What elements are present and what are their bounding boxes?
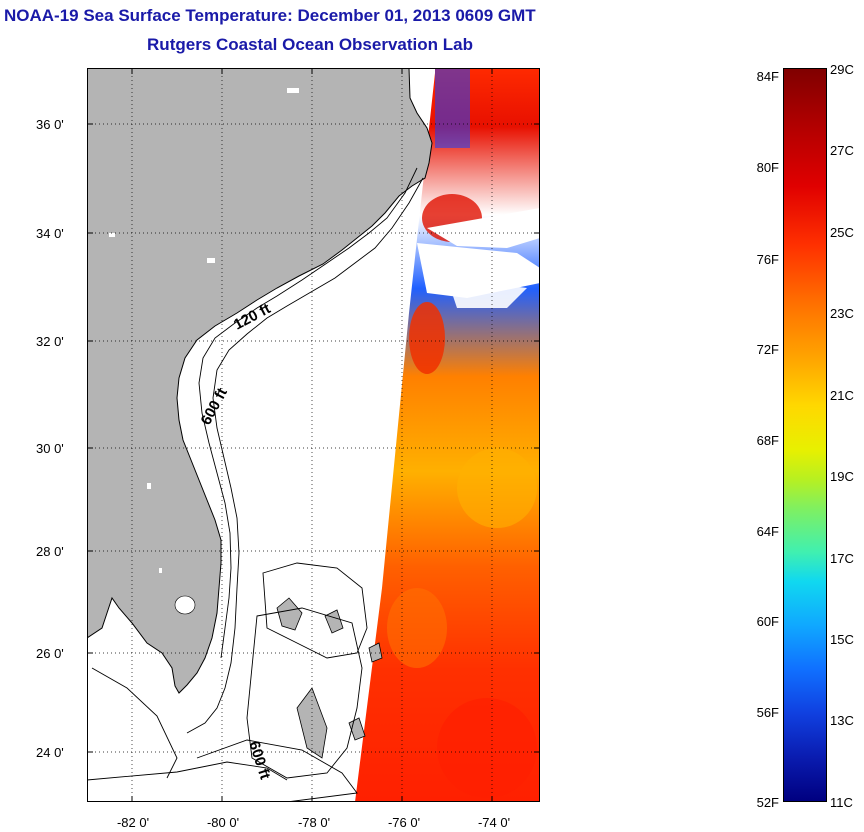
colorbar-c-label-29: 29C [830,62,854,77]
colorbar-c-label-11: 11C [830,795,853,810]
lon-label-74: -74 0' [477,815,511,830]
colorbar-c-label-19: 19C [830,469,854,484]
inland-lakes [109,88,299,573]
temperature-colorbar [783,68,827,802]
map-subtitle: Rutgers Coastal Ocean Observation Lab [147,35,473,54]
lon-label-82: -82 0' [116,815,150,830]
colorbar-c-label-17: 17C [830,551,854,566]
colorbar-f-label-52: 52F [756,795,779,810]
lon-label-80: -80 0' [206,815,240,830]
colorbar-f-label-64: 64F [756,524,779,539]
lat-label-30: 30 0' [36,441,64,456]
lon-label-76: -76 0' [387,815,421,830]
lat-label-32: 32 0' [36,334,64,349]
bahamas-islands [276,597,383,759]
sst-map: 120 ft 600 ft 600 ft [87,68,540,802]
map-title: NOAA-19 Sea Surface Temperature: Decembe… [4,6,536,25]
map-frame [87,68,540,802]
lat-label-34: 34 0' [36,226,64,241]
colorbar-c-label-23: 23C [830,306,854,321]
bathymetry-contours [87,167,424,802]
colorbar-f-label-80: 80F [756,160,779,175]
colorbar-f-label-68: 68F [756,433,779,448]
colorbar-f-label-60: 60F [756,614,779,629]
colorbar-c-label-21: 21C [830,388,854,403]
colorbar-c-label-25: 25C [830,225,854,240]
lat-label-26: 26 0' [36,646,64,661]
us-landmass [87,68,433,694]
lat-label-24: 24 0' [36,745,64,760]
colorbar-f-label-76: 76F [756,252,779,267]
colorbar-c-label-15: 15C [830,632,854,647]
colorbar-f-label-56: 56F [756,705,779,720]
lat-label-28: 28 0' [36,544,64,559]
lake-okeechobee [174,595,196,615]
lon-label-78: -78 0' [297,815,331,830]
colorbar-f-label-84: 84F [756,69,779,84]
colorbar-f-label-72: 72F [756,342,779,357]
colorbar-c-label-13: 13C [830,713,854,728]
colorbar-c-label-27: 27C [830,143,854,158]
lat-label-36: 36 0' [36,117,64,132]
